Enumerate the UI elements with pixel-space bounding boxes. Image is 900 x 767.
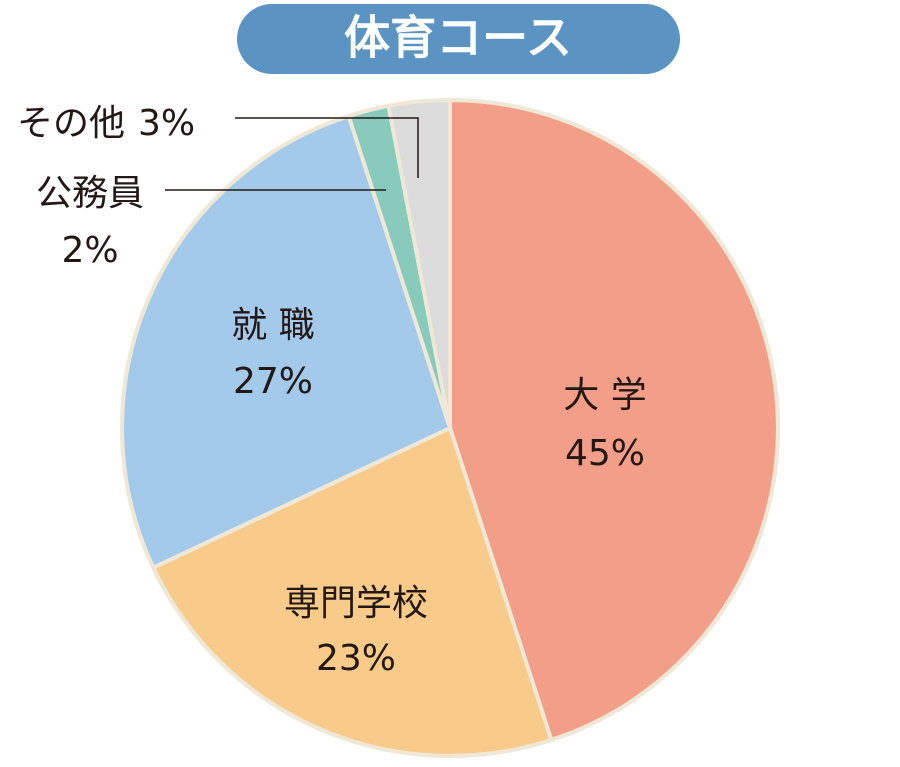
- value-label: 2%: [61, 230, 118, 271]
- value-label: 45%: [565, 433, 645, 474]
- value-label: 3%: [138, 103, 195, 144]
- value-label: 27%: [233, 361, 313, 402]
- chart-title: 体育コース: [344, 11, 572, 65]
- value-label: 23%: [316, 638, 396, 679]
- leader-line: [235, 117, 419, 178]
- slice-label: 就 職: [231, 305, 314, 346]
- slice-label: その他: [17, 103, 125, 144]
- slice-label: 専門学校: [284, 583, 428, 624]
- title-badge: [237, 4, 680, 74]
- slice-label: 大 学: [563, 375, 646, 416]
- pie-outline: [120, 98, 780, 758]
- slice-label: 公務員: [36, 173, 144, 214]
